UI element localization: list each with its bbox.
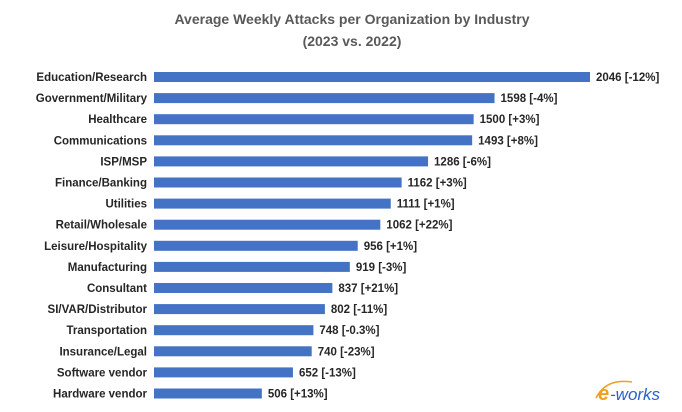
bar bbox=[154, 240, 358, 251]
bar bbox=[154, 325, 314, 336]
bar-row: Finance/Banking 1162 [+3%] bbox=[55, 177, 467, 190]
bar bbox=[154, 261, 350, 272]
category-label: Insurance/Legal bbox=[59, 346, 147, 358]
bar bbox=[154, 304, 325, 315]
bar-row: Communications 1493 [+8%] bbox=[54, 135, 538, 147]
data-label: 740 [-23%] bbox=[318, 346, 375, 358]
e-works-logo: e -works bbox=[595, 380, 661, 405]
data-label: 748 [-0.3%] bbox=[319, 325, 379, 337]
bar bbox=[154, 72, 590, 82]
data-label: 1500 [+3%] bbox=[480, 114, 540, 126]
bar-row: Manufacturing 919 [-3%] bbox=[68, 261, 407, 274]
data-label: 802 [-11%] bbox=[331, 304, 387, 316]
data-label: 1111 [+1%] bbox=[397, 199, 455, 211]
bar-row: Consultant 837 [+21%] bbox=[87, 283, 398, 295]
data-label: 919 [-3%] bbox=[356, 262, 407, 274]
data-label: 1493 [+8%] bbox=[478, 135, 538, 147]
category-label: Retail/Wholesale bbox=[56, 220, 147, 232]
category-label: Communications bbox=[54, 135, 147, 147]
bar-row: SI/VAR/Distributor 802 [-11%] bbox=[48, 304, 387, 316]
category-label: Healthcare bbox=[88, 114, 147, 126]
bar bbox=[154, 156, 429, 167]
bar bbox=[154, 219, 381, 230]
bar-row: Retail/Wholesale 1062 [+22%] bbox=[56, 219, 453, 232]
data-label: 1598 [-4%] bbox=[501, 93, 558, 105]
category-label: Consultant bbox=[87, 283, 147, 295]
bar bbox=[154, 198, 391, 209]
bar-row: Leisure/Hospitality 956 [+1%] bbox=[44, 240, 418, 253]
data-label: 652 [-13%] bbox=[299, 367, 356, 379]
data-label: 1286 [-6%] bbox=[434, 156, 491, 168]
data-label: 506 [+13%] bbox=[268, 389, 328, 401]
category-label: Hardware vendor bbox=[53, 389, 147, 401]
data-label: 2046 [-12%] bbox=[596, 72, 659, 84]
bar bbox=[154, 283, 333, 293]
bar-row: Transportation 748 [-0.3%] bbox=[66, 325, 380, 337]
category-label: Government/Military bbox=[36, 93, 148, 105]
bar-row: Education/Research 2046 [-12%] bbox=[36, 72, 659, 84]
category-label: Education/Research bbox=[36, 72, 147, 84]
svg-text:e: e bbox=[598, 383, 609, 405]
category-label: Transportation bbox=[66, 325, 147, 337]
data-label: 1062 [+22%] bbox=[386, 220, 452, 232]
category-label: Software vendor bbox=[57, 367, 148, 379]
chart-subtitle: (2023 vs. 2022) bbox=[303, 33, 402, 49]
category-label: ISP/MSP bbox=[100, 156, 147, 168]
bar bbox=[154, 135, 473, 146]
bar-row: Healthcare 1500 [+3%] bbox=[88, 114, 540, 126]
bar-row: ISP/MSP 1286 [-6%] bbox=[100, 156, 491, 168]
chart-title: Average Weekly Attacks per Organization … bbox=[174, 11, 529, 27]
logo-swoosh bbox=[595, 380, 633, 399]
bar bbox=[154, 177, 402, 188]
bar bbox=[154, 114, 474, 125]
data-label: 1162 [+3%] bbox=[408, 178, 467, 190]
bar-row: Utilities 1111 [+1%] bbox=[105, 198, 455, 211]
bar bbox=[154, 93, 495, 104]
category-label: Finance/Banking bbox=[55, 178, 147, 190]
bar bbox=[154, 388, 262, 399]
svg-text:-works: -works bbox=[610, 385, 661, 404]
category-label: Utilities bbox=[105, 199, 147, 211]
category-label: Leisure/Hospitality bbox=[44, 241, 147, 253]
bar bbox=[154, 367, 293, 378]
bar-row: Software vendor 652 [-13%] bbox=[57, 367, 356, 379]
bar-row: Government/Military 1598 [-4%] bbox=[36, 93, 558, 105]
bar bbox=[154, 346, 312, 357]
bars-group: Education/Research 2046 [-12%] Government/… bbox=[36, 72, 659, 401]
category-label: Manufacturing bbox=[68, 262, 147, 274]
bar-row: Insurance/Legal 740 [-23%] bbox=[59, 346, 375, 358]
bar-row: Hardware vendor 506 [+13%] bbox=[53, 388, 328, 401]
category-label: SI/VAR/Distributor bbox=[48, 304, 148, 316]
data-label: 837 [+21%] bbox=[338, 283, 398, 295]
data-label: 956 [+1%] bbox=[364, 241, 418, 253]
